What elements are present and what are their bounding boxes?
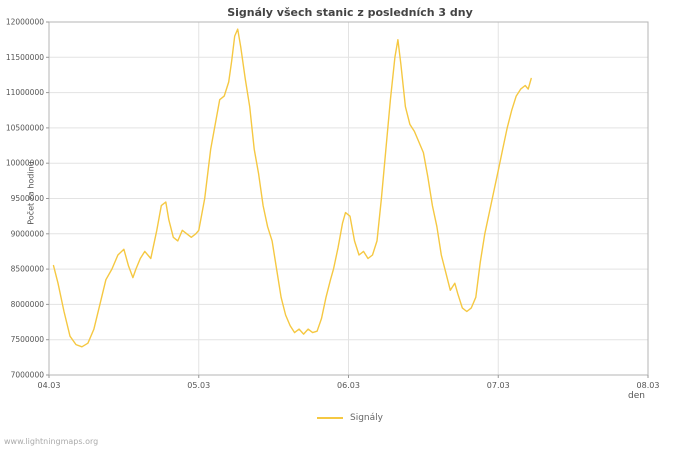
svg-text:11500000: 11500000 — [6, 53, 44, 62]
svg-text:9000000: 9000000 — [11, 229, 45, 238]
svg-text:11000000: 11000000 — [6, 88, 44, 97]
chart-legend: Signály — [0, 413, 700, 423]
svg-text:07.03: 07.03 — [487, 381, 510, 390]
data-line-signals — [52, 28, 532, 348]
svg-text:9500000: 9500000 — [11, 194, 45, 203]
chart-title: Signály všech stanic z posledních 3 dny — [227, 6, 473, 19]
legend-label: Signály — [350, 413, 383, 423]
svg-text:08.03: 08.03 — [637, 381, 660, 390]
watermark-text: www.lightningmaps.org — [4, 437, 99, 446]
svg-text:8500000: 8500000 — [11, 265, 45, 274]
y-axis-label: Počet za hodinu — [26, 161, 36, 225]
svg-text:7500000: 7500000 — [11, 335, 45, 344]
svg-text:12000000: 12000000 — [6, 18, 44, 27]
gridlines — [48, 21, 649, 376]
svg-text:10500000: 10500000 — [6, 123, 44, 132]
svg-text:05.03: 05.03 — [187, 381, 210, 390]
svg-text:7000000: 7000000 — [11, 371, 45, 380]
x-axis-label: den — [628, 391, 645, 401]
svg-text:06.03: 06.03 — [337, 381, 360, 390]
legend-line-swatch — [317, 417, 343, 419]
svg-text:10000000: 10000000 — [6, 159, 44, 168]
svg-text:04.03: 04.03 — [38, 381, 61, 390]
svg-text:8000000: 8000000 — [11, 300, 45, 309]
axis-ticks-and-labels: 7000000 7500000 8000000 8500000 9000000 95000… — [6, 18, 660, 391]
